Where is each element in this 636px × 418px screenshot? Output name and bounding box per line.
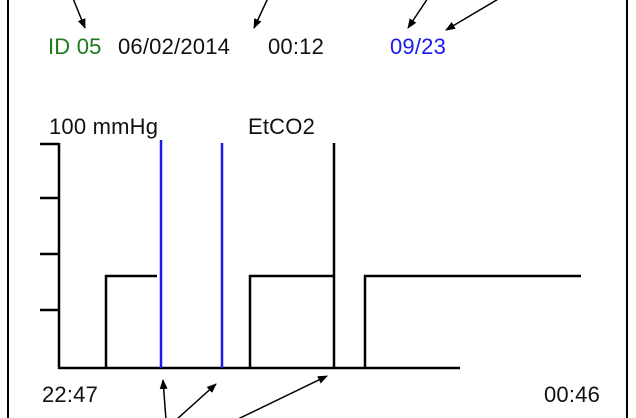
- etco2-trace: [104, 274, 581, 368]
- trace-segment: [104, 274, 157, 368]
- annotation-arrow: [72, 0, 86, 29]
- screen-border: [7, 0, 628, 418]
- annotation-arrow: [159, 379, 168, 418]
- channel-label: EtCO2: [248, 114, 316, 139]
- header-date: 06/02/2014: [118, 34, 231, 59]
- annotation-arrow: [177, 383, 217, 418]
- page-indicator: 09/23: [390, 34, 447, 59]
- annotation-arrow: [445, 0, 499, 31]
- top-annotation-arrows: [72, 0, 499, 31]
- header-time: 00:12: [268, 34, 325, 59]
- bottom-annotation-arrows: [159, 375, 328, 418]
- scale-label: 100 mmHg: [49, 114, 159, 139]
- x-axis-end-time: 00:46: [544, 382, 601, 407]
- x-axis-start-time: 22:47: [42, 382, 99, 407]
- annotation-arrow: [238, 375, 328, 418]
- patient-id: ID 05: [48, 34, 102, 59]
- y-axis: [40, 142, 61, 369]
- annotation-arrow: [253, 0, 268, 29]
- annotation-arrow: [407, 0, 428, 29]
- trace-segment: [248, 274, 334, 368]
- trace-segment: [363, 274, 581, 368]
